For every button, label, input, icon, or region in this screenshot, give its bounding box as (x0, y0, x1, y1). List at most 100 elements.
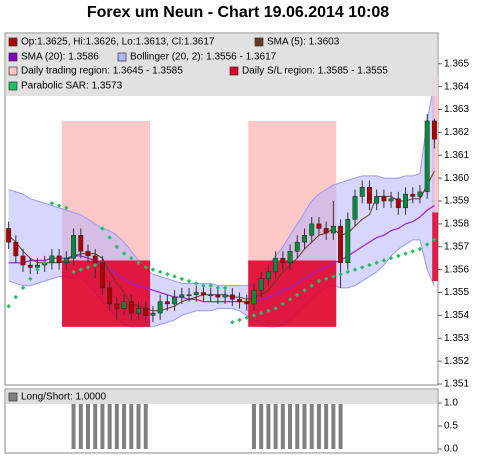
legend-label: Daily trading region: 1.3645 - 1.3585 (21, 66, 183, 77)
candle-body (302, 235, 307, 243)
sar-dot (179, 276, 185, 281)
candle-body (128, 301, 134, 314)
candle-body (20, 255, 26, 266)
y-tick-label: 1.361 (444, 150, 469, 161)
candle-body (359, 187, 365, 197)
sl-region (62, 260, 151, 327)
bar (331, 403, 336, 449)
bar (107, 403, 112, 449)
sar-dot (345, 269, 350, 275)
sar-dot (432, 237, 437, 243)
candle-body (164, 301, 170, 305)
candle-body (121, 301, 127, 309)
sar-dot (360, 265, 365, 270)
sar-dot (42, 260, 47, 265)
sar-dot (107, 235, 112, 240)
sar-dot (280, 301, 286, 307)
sar-dot (100, 226, 105, 231)
legend-box (6, 34, 437, 96)
sar-dot (374, 260, 379, 265)
candle-body (56, 255, 62, 264)
y-tick-label: 1.353 (444, 333, 469, 344)
sar-dot (424, 242, 430, 247)
candle-body (49, 255, 55, 264)
candle-body (381, 196, 387, 202)
y-tick-label: 1.355 (444, 287, 469, 298)
y-tick-label: 1.359 (444, 196, 469, 207)
sar-dot (273, 306, 278, 311)
candle-body (107, 287, 113, 305)
y-tick-label: 1.357 (444, 241, 469, 252)
sar-dot (78, 267, 83, 272)
candle-body (99, 262, 105, 289)
candle-body (150, 312, 156, 316)
sma5-line (8, 171, 435, 312)
sar-dot (338, 271, 343, 277)
candle-body (193, 292, 199, 296)
candle-body (6, 228, 12, 243)
bar (266, 403, 271, 449)
candle-body (273, 257, 279, 273)
candle-body (92, 255, 98, 264)
sar-dot (302, 288, 307, 293)
candle-body (265, 271, 271, 280)
candle-body (157, 301, 163, 314)
bar (302, 403, 307, 449)
sar-dot (295, 292, 300, 297)
bollinger-upper (8, 81, 435, 287)
candle-body (143, 308, 149, 316)
bar (295, 403, 300, 449)
candle-body (179, 294, 185, 298)
sar-dot (266, 308, 271, 313)
sar-dot (331, 274, 336, 279)
y-tick-label: 1.351 (444, 379, 469, 390)
candle-body (114, 303, 120, 309)
candle-body (323, 228, 329, 234)
sar-dot (6, 304, 11, 309)
sar-dot (186, 278, 192, 284)
candle-body (172, 296, 178, 305)
sar-dot (172, 274, 177, 279)
candle-body (294, 241, 300, 252)
candle-body (85, 251, 91, 257)
bar (280, 403, 285, 449)
sar-dot (20, 285, 26, 291)
sar-dot (64, 205, 69, 211)
legend-label: Bollinger (20, 2): 1.3556 - 1.3617 (130, 52, 277, 63)
bar (309, 403, 314, 449)
bar (251, 403, 256, 449)
candle-body (352, 196, 358, 220)
bar (273, 403, 278, 449)
candle-body (71, 235, 77, 259)
candle-body (388, 198, 394, 202)
candle-body (395, 198, 401, 209)
sar-dot (251, 313, 257, 318)
sar-dot (150, 267, 156, 272)
sar-dot (410, 249, 415, 254)
y-tick-label: 1.352 (444, 356, 469, 367)
lower-layer: 0.0 0.5 1.0 Long/Short: 1.0000 (6, 390, 458, 455)
candle-body (244, 301, 250, 305)
bar (122, 403, 127, 449)
y-tick-label: 1.363 (444, 104, 469, 115)
legend-label: Op:1.3625, Hi:1.3626, Lo:1.3613, Cl:1.36… (21, 37, 215, 48)
y-tick-label: 1.354 (444, 310, 469, 321)
sar-dot (194, 281, 199, 286)
candle-body (403, 193, 408, 209)
candle-body (251, 289, 257, 305)
sar-dot (28, 276, 33, 281)
y-tick-label: 1.362 (444, 127, 469, 138)
y-tick-label: 0.5 (444, 421, 458, 432)
candle-body (258, 278, 264, 291)
sma20-line (8, 205, 435, 303)
bar (259, 403, 264, 449)
sar-dot (323, 276, 329, 281)
legend-swatch (8, 52, 18, 62)
candle-body (35, 264, 40, 268)
candle-body (316, 223, 322, 229)
sar-dot (403, 251, 408, 256)
legend-label: Long/Short: 1.0000 (21, 392, 107, 403)
candle-body (78, 235, 84, 252)
candle-body (366, 187, 372, 204)
trading-region (432, 75, 438, 213)
